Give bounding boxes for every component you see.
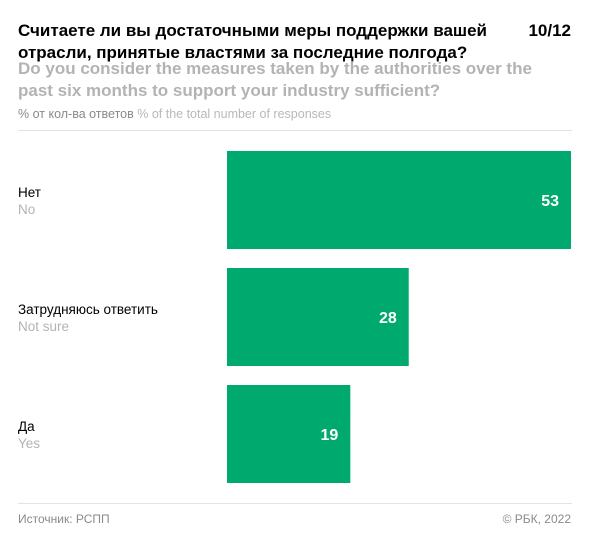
bar-chart: 53 Нет No 28 Затрудняюсь ответить Not sure 19 Д… <box>18 151 571 483</box>
category-label-ru: Затрудняюсь ответить <box>18 302 158 317</box>
source-note: Источник: РСПП <box>18 512 110 526</box>
category-label-en: Yes <box>18 436 40 451</box>
bar <box>227 385 351 483</box>
chart-subtitle: % от кол-ва ответов % of the total numbe… <box>18 106 331 122</box>
chart-title-ru: Считаете ли вы достаточными меры поддерж… <box>18 21 487 62</box>
bar-value-label: 28 <box>379 310 397 327</box>
category-label-en: Not sure <box>18 319 69 334</box>
bar-value-label: 19 <box>321 427 339 444</box>
chart-title-en: Do you consider the measures taken by th… <box>18 59 532 100</box>
copyright-note: © РБК, 2022 <box>502 512 571 526</box>
top-divider <box>18 130 572 131</box>
subtitle-ru: % от кол-ва ответов <box>18 107 134 121</box>
bottom-divider <box>18 503 572 504</box>
page-counter: 10/12 <box>528 21 571 40</box>
category-label-en: No <box>18 202 35 217</box>
bar-value-label: 53 <box>541 193 559 210</box>
category-label-ru: Нет <box>18 185 41 200</box>
bar <box>227 268 409 366</box>
subtitle-en: % of the total number of responses <box>137 107 332 121</box>
category-label-ru: Да <box>18 419 35 434</box>
bar <box>227 151 571 249</box>
